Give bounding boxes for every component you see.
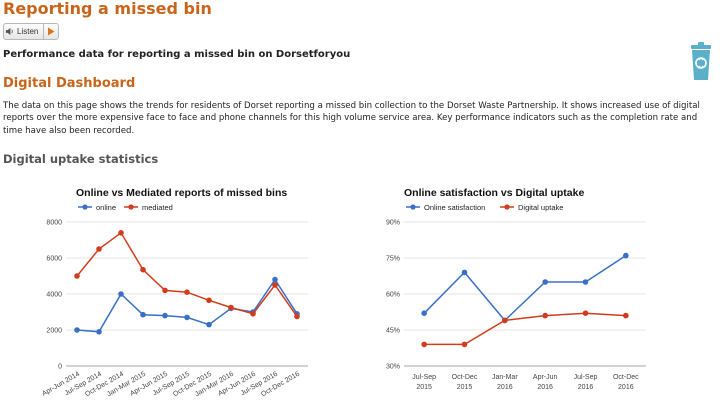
y-tick-label: 2000 (46, 328, 62, 335)
data-point (184, 314, 190, 321)
data-point (250, 311, 256, 317)
series-line-1 (76, 278, 298, 333)
data-point (582, 310, 589, 316)
x-tick-label: Apr-Jun 2016 (533, 374, 558, 391)
x-tick-label: Oct-Dec 2016 (260, 371, 301, 399)
legend-swatch-marker (82, 204, 88, 210)
x-tick-label: Jan-Mar 2016 (492, 374, 518, 391)
data-point (502, 317, 508, 324)
data-point (421, 341, 427, 348)
y-tick-label: 6000 (46, 256, 62, 263)
data-point (140, 266, 146, 273)
data-point (96, 246, 102, 252)
dashboard-intro: The data on this page shows the trends f… (3, 101, 700, 136)
data-point (582, 279, 589, 285)
data-point (228, 304, 234, 311)
x-tick-label: Oct-Dec 2016 (613, 374, 639, 391)
page-title: Reporting a missed bin (3, 0, 212, 18)
data-point (461, 269, 468, 276)
play-icon[interactable] (43, 24, 58, 39)
data-point (542, 279, 548, 285)
recycling-bin-icon (688, 42, 714, 86)
legend-label-2: Digital uptake (518, 203, 563, 212)
data-point (184, 289, 190, 295)
listen-button[interactable]: Listen (3, 23, 60, 40)
legend-swatch-marker (504, 204, 510, 210)
series-line-2 (424, 312, 626, 346)
data-point (74, 273, 80, 279)
data-point (140, 311, 146, 318)
y-tick-label: 45% (386, 328, 400, 335)
chart-satisfaction: Online satisfaction vs Digital uptake Onl… (360, 182, 720, 405)
y-tick-label: 60% (386, 292, 400, 299)
data-point (272, 276, 278, 283)
data-point (162, 312, 168, 319)
data-point (623, 312, 629, 319)
data-point (421, 310, 427, 316)
uptake-title: Digital uptake statistics (3, 152, 159, 166)
data-point (272, 282, 278, 288)
x-tick-label: Jul-Sep 2016 (574, 374, 598, 391)
data-point (542, 312, 548, 319)
chart-title: Online vs Mediated reports of missed bin… (76, 187, 287, 199)
x-tick-label: Oct-Dec 2015 (452, 374, 478, 391)
y-tick-label: 0 (58, 364, 62, 371)
chart-missed-bins: Online vs Mediated reports of missed bin… (0, 182, 360, 405)
series-line-2 (76, 231, 298, 317)
data-point (294, 313, 300, 320)
data-point (623, 252, 629, 259)
data-point (206, 321, 212, 328)
x-tick-label: Jul-Sep 2015 (412, 374, 436, 391)
data-point (74, 327, 80, 333)
speaker-icon (4, 24, 15, 39)
data-point (96, 329, 102, 335)
listen-label: Listen (17, 27, 39, 36)
legend-swatch-marker (128, 204, 134, 210)
data-point (162, 287, 168, 294)
chart-title: Online satisfaction vs Digital uptake (404, 187, 584, 199)
legend-label-2: mediated (142, 203, 173, 212)
legend-swatch-marker (410, 204, 416, 210)
data-point (461, 341, 468, 348)
data-point (206, 297, 212, 304)
legend-label-1: Online satisfaction (424, 203, 485, 212)
dashboard-title: Digital Dashboard (3, 76, 136, 91)
y-tick-label: 30% (386, 364, 400, 371)
y-tick-label: 90% (386, 220, 400, 227)
data-point (118, 291, 124, 297)
y-tick-label: 4000 (46, 292, 62, 299)
series-line-1 (423, 254, 627, 322)
page-subtitle: Performance data for reporting a missed … (3, 49, 351, 60)
y-tick-label: 8000 (46, 220, 62, 227)
data-point (118, 230, 124, 236)
y-tick-label: 75% (386, 256, 400, 263)
legend-label-1: online (96, 203, 116, 212)
